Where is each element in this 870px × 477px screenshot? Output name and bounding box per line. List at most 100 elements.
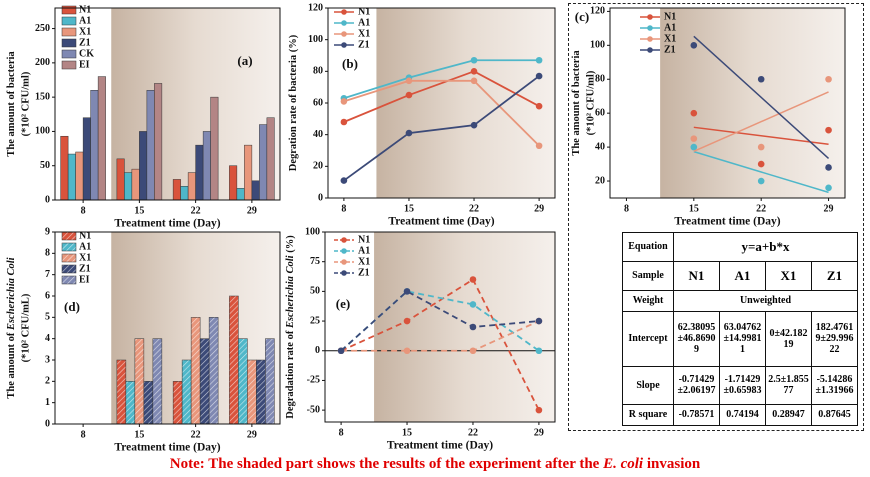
y-tick-label: 7 (45, 269, 50, 280)
plot-frame (609, 7, 846, 199)
legend-marker (341, 259, 347, 265)
cell: Slope (622, 365, 674, 405)
bar (97, 76, 106, 201)
point (757, 75, 765, 83)
bar (82, 117, 91, 201)
legend-label: CK (79, 48, 94, 59)
point (405, 129, 413, 137)
y-tick-label: 250 (35, 23, 50, 34)
point (469, 301, 477, 308)
legend-marker (341, 42, 347, 48)
x-tick-label: 8 (339, 427, 344, 438)
bar (266, 117, 275, 201)
legend-label: N1 (79, 230, 91, 241)
bar (195, 144, 204, 201)
bar (238, 338, 248, 425)
x-axis-title: Treatment time (Day) (114, 218, 220, 230)
x-tick-label: 29 (247, 429, 257, 440)
plot-frame (54, 7, 281, 201)
panel-label: (d) (64, 299, 80, 314)
cell: 182.47619±29.99622 (811, 311, 858, 367)
legend-marker (341, 9, 347, 15)
y-tick-label: 100 (305, 226, 320, 237)
series-line (341, 320, 540, 352)
y-axis-title: The amount of bacteria (571, 50, 582, 156)
x-tick-label: 22 (468, 427, 478, 438)
y-axis-unit: (*10² CFU/mL) (20, 293, 31, 362)
y-tick-label: 100 (590, 40, 605, 51)
fit-line (693, 91, 829, 153)
y-tick-label: 40 (313, 129, 323, 140)
y-tick-label: 9 (45, 226, 50, 237)
y-tick-label: 100 (308, 34, 323, 45)
bar (229, 165, 238, 201)
cell: A1 (719, 260, 766, 291)
shaded-region (660, 8, 845, 198)
shaded-region (376, 8, 555, 198)
bar (208, 317, 219, 425)
bar (152, 338, 163, 425)
point (690, 143, 698, 151)
bar (190, 317, 201, 425)
legend-label: X1 (358, 256, 370, 267)
point (405, 77, 413, 85)
y-tick-label: 6 (45, 290, 50, 301)
point (470, 121, 478, 129)
fit-table: Equation y=a+b*x Sample N1 A1 X1 Z1 Weight Unw… (622, 232, 858, 427)
bar (139, 131, 148, 201)
legend-label: A1 (79, 15, 91, 26)
legend-marker (341, 248, 347, 254)
y-tick-label: 50 (40, 160, 50, 171)
point (470, 77, 478, 85)
bar (131, 168, 140, 201)
y-axis-unit: (*10² CFU/ml) (20, 71, 31, 136)
series-line (343, 70, 540, 123)
bar (116, 158, 125, 201)
point (340, 177, 348, 184)
cell: Equation (622, 232, 674, 262)
x-tick-label: 8 (81, 429, 86, 440)
point (403, 317, 411, 325)
x-tick-label: 8 (341, 203, 346, 214)
bar (154, 83, 163, 201)
cell: 2.5±1.85577 (765, 365, 812, 405)
bar (202, 131, 211, 201)
point (535, 406, 543, 414)
y-axis-title-part: The amount of bacteria (6, 51, 17, 157)
legend-swatch (61, 253, 77, 263)
y-axis-title: The amount of Escherichia Coli (6, 257, 17, 398)
row: R square -0.78571 0.74194 0.28947 0.87645 (622, 403, 858, 427)
legend-marker (647, 14, 653, 20)
y-tick-label: 4 (45, 333, 50, 344)
bar (75, 151, 84, 201)
legend-swatch (61, 27, 77, 37)
cell: 0.87645 (811, 403, 858, 427)
y-axis-title-part: Degradation rate of (285, 328, 296, 419)
y-axis-title-part: Escherichia Coli (285, 255, 296, 329)
point (690, 135, 698, 142)
legend-swatch (61, 5, 77, 15)
bar (60, 135, 69, 201)
legend-marker (341, 31, 347, 37)
y-axis-title: The amount of bacteria (6, 51, 17, 157)
bar (125, 381, 136, 425)
y-tick-label: 120 (590, 6, 605, 17)
y-tick-label: 100 (35, 126, 50, 137)
x-tick-label: 22 (756, 203, 766, 214)
cell: Intercept (622, 311, 674, 367)
bar (67, 153, 76, 201)
bar (247, 359, 257, 425)
note: Note: The shaded part shows the results … (0, 456, 870, 473)
shaded-region (374, 232, 555, 422)
cell: N1 (673, 260, 720, 291)
y-tick-label: 25 (310, 315, 320, 326)
point (470, 56, 478, 64)
cell: y=a+b*x (673, 232, 858, 262)
bar (265, 338, 275, 425)
point (470, 68, 478, 75)
fit-line (693, 126, 829, 146)
row: Equation y=a+b*x (622, 232, 858, 262)
point (403, 347, 411, 355)
panel-label: (b) (342, 56, 358, 71)
